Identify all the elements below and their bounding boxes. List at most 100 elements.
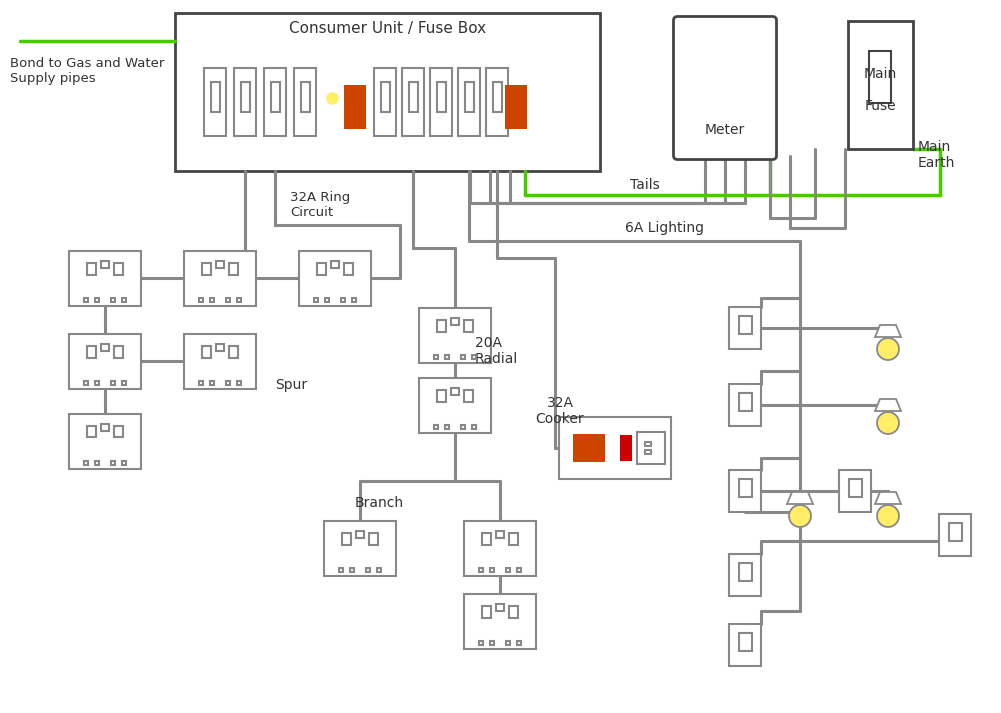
Polygon shape: [787, 492, 813, 504]
Text: Main
Earth: Main Earth: [918, 140, 955, 170]
Bar: [949, 523, 962, 541]
Bar: [236, 297, 240, 302]
Bar: [210, 82, 219, 112]
Bar: [356, 531, 364, 538]
Bar: [451, 388, 459, 395]
Bar: [939, 514, 971, 556]
Bar: [419, 307, 491, 362]
Bar: [739, 316, 752, 334]
Bar: [436, 82, 445, 112]
Bar: [226, 381, 230, 384]
Bar: [486, 68, 508, 136]
Bar: [216, 261, 224, 268]
Bar: [464, 320, 472, 332]
Bar: [559, 417, 671, 479]
Bar: [236, 381, 240, 384]
Bar: [839, 470, 871, 512]
Bar: [489, 568, 493, 572]
Bar: [69, 334, 141, 389]
Bar: [317, 263, 325, 275]
Bar: [344, 263, 352, 275]
Bar: [114, 426, 123, 438]
Bar: [324, 297, 328, 302]
Circle shape: [789, 505, 811, 527]
Bar: [366, 568, 370, 572]
Bar: [729, 470, 761, 512]
Bar: [869, 51, 891, 103]
Bar: [101, 261, 109, 268]
Bar: [84, 297, 88, 302]
Bar: [517, 568, 521, 572]
Bar: [341, 297, 345, 302]
Bar: [369, 533, 377, 545]
Bar: [114, 263, 123, 275]
Bar: [199, 381, 203, 384]
Bar: [492, 82, 502, 112]
Bar: [122, 381, 126, 384]
Bar: [299, 250, 371, 305]
Bar: [408, 82, 417, 112]
Bar: [209, 297, 213, 302]
Polygon shape: [875, 399, 901, 411]
Bar: [122, 461, 126, 464]
Bar: [204, 68, 226, 136]
Bar: [324, 520, 396, 575]
Bar: [434, 424, 438, 429]
Bar: [101, 424, 109, 431]
Bar: [482, 606, 490, 617]
Text: Consumer Unit / Fuse Box: Consumer Unit / Fuse Box: [289, 21, 486, 36]
Circle shape: [877, 412, 899, 434]
Bar: [437, 320, 445, 332]
Bar: [111, 381, 115, 384]
Bar: [461, 424, 465, 429]
Bar: [458, 68, 480, 136]
Bar: [95, 297, 99, 302]
Bar: [84, 381, 88, 384]
Bar: [270, 82, 279, 112]
Bar: [434, 354, 438, 359]
FancyBboxPatch shape: [674, 16, 777, 160]
Bar: [729, 384, 761, 426]
Bar: [510, 533, 518, 545]
Bar: [510, 606, 518, 617]
Bar: [202, 263, 211, 275]
Polygon shape: [875, 492, 901, 504]
Bar: [482, 533, 490, 545]
Bar: [380, 82, 389, 112]
Bar: [849, 479, 862, 497]
Bar: [342, 533, 350, 545]
Bar: [739, 563, 752, 581]
Bar: [637, 432, 665, 464]
Circle shape: [877, 338, 899, 360]
Bar: [729, 554, 761, 596]
Bar: [111, 297, 115, 302]
Bar: [437, 390, 445, 401]
Bar: [95, 461, 99, 464]
Bar: [505, 85, 527, 129]
Bar: [349, 568, 353, 572]
Bar: [620, 435, 632, 461]
Bar: [496, 604, 504, 611]
Text: Meter: Meter: [705, 123, 745, 138]
Bar: [729, 307, 761, 349]
Bar: [729, 624, 761, 666]
Bar: [216, 344, 224, 351]
Bar: [517, 640, 521, 645]
Bar: [226, 297, 230, 302]
Text: 20A
Radial: 20A Radial: [475, 336, 519, 366]
Bar: [507, 568, 511, 572]
Bar: [264, 68, 286, 136]
Bar: [402, 68, 424, 136]
Bar: [87, 426, 96, 438]
Bar: [464, 82, 473, 112]
Bar: [209, 381, 213, 384]
Text: Tails: Tails: [630, 178, 660, 192]
Bar: [202, 346, 211, 357]
Bar: [739, 479, 752, 497]
Bar: [739, 633, 752, 651]
Bar: [229, 346, 238, 357]
Bar: [464, 390, 472, 401]
Bar: [300, 82, 309, 112]
Bar: [122, 297, 126, 302]
Bar: [331, 261, 339, 268]
